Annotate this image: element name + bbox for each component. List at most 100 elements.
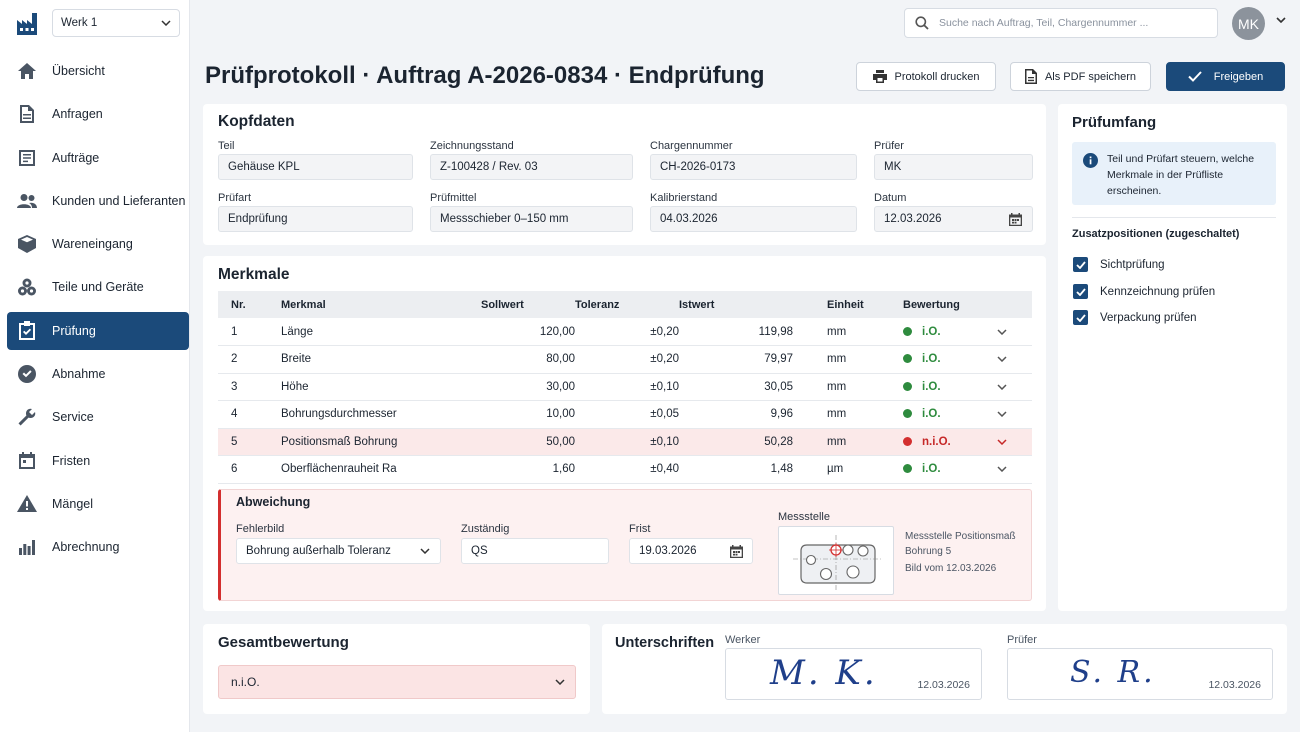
sidebar-item-abnahme[interactable]: Abnahme bbox=[7, 355, 189, 393]
warning-icon bbox=[17, 495, 37, 513]
pruefer-date: 12.03.2026 bbox=[1208, 679, 1261, 691]
cell-istwert[interactable]: 79,97 bbox=[679, 345, 793, 374]
pruefart-field[interactable]: Endprüfung bbox=[218, 206, 413, 232]
search-box[interactable] bbox=[904, 8, 1218, 38]
table-row[interactable]: 3 Höhe 30,00 ±0,10 30,05 mm i.O. bbox=[218, 373, 1032, 401]
cell-istwert[interactable]: 50,28 bbox=[679, 428, 793, 456]
cell-bewertung[interactable]: n.i.O. bbox=[869, 428, 979, 456]
fehlerbild-select[interactable]: Bohrung außerhalb Toleranz bbox=[236, 538, 441, 564]
cell-bewertung[interactable]: i.O. bbox=[869, 455, 979, 484]
table-row[interactable]: 6 Oberflächenrauheit Ra 1,60 ±0,40 1,48 µm i.O… bbox=[218, 455, 1032, 484]
sidebar-item-label: Fristen bbox=[52, 453, 91, 468]
sidebar-nav: Übersicht Anfragen Aufträge Kunden und L… bbox=[7, 52, 189, 572]
cell-istwert[interactable]: 30,05 bbox=[679, 373, 793, 401]
package-icon bbox=[18, 235, 36, 254]
pruefer-signature-field[interactable]: S. R. 12.03.2026 bbox=[1007, 648, 1273, 700]
check-verpackung[interactable]: Verpackung prüfen bbox=[1073, 310, 1197, 325]
sidebar-item-maengel[interactable]: Mängel bbox=[7, 485, 189, 523]
bewertung-value: i.O. bbox=[922, 408, 941, 421]
sidebar-item-label: Aufträge bbox=[52, 150, 100, 165]
datum-label: Datum bbox=[874, 192, 907, 204]
sidebar-item-fristen[interactable]: Fristen bbox=[7, 442, 189, 480]
col-bewertung: Bewertung bbox=[869, 291, 979, 318]
fehlerbild-value: Bohrung außerhalb Toleranz bbox=[246, 545, 391, 557]
check-sichtpruefung[interactable]: Sichtprüfung bbox=[1073, 257, 1165, 272]
pruefer-field[interactable]: MK bbox=[874, 154, 1033, 180]
sidebar-item-service[interactable]: Service bbox=[7, 398, 189, 436]
col-merkmal: Merkmal bbox=[281, 291, 481, 318]
checkbox-checked-icon bbox=[1075, 287, 1086, 296]
cell-bewertung[interactable]: i.O. bbox=[869, 373, 979, 401]
datum-field[interactable]: 12.03.2026 bbox=[874, 206, 1033, 232]
checkmark-icon bbox=[1188, 71, 1202, 82]
teil-field[interactable]: Gehäuse KPL bbox=[218, 154, 413, 180]
fehlerbild-label: Fehlerbild bbox=[236, 523, 285, 535]
sidebar-item-pruefung[interactable]: Prüfung bbox=[7, 311, 189, 350]
chevron-down-icon[interactable] bbox=[997, 466, 1007, 473]
cell-einheit: mm bbox=[793, 318, 869, 346]
werker-signature-field[interactable]: M. K. 12.03.2026 bbox=[725, 648, 982, 700]
charge-field[interactable]: CH-2026-0173 bbox=[650, 154, 857, 180]
calendar-icon[interactable] bbox=[1009, 212, 1022, 226]
zeichnung-field[interactable]: Z-100428 / Rev. 03 bbox=[430, 154, 633, 180]
sidebar-item-label: Abnahme bbox=[52, 367, 106, 382]
chevron-down-icon bbox=[161, 20, 171, 26]
pruefumfang-title: Prüfumfang bbox=[1072, 114, 1157, 131]
frist-label: Frist bbox=[629, 523, 651, 535]
messstelle-caption: Messstelle Positionsmaß Bohrung 5 Bild v… bbox=[905, 530, 1016, 577]
pruefmittel-field[interactable]: Messschieber 0–150 mm bbox=[430, 206, 633, 232]
cell-sollwert: 80,00 bbox=[481, 345, 575, 374]
gesamt-title: Gesamtbewertung bbox=[218, 634, 349, 651]
sidebar-item-auftraege[interactable]: Aufträge bbox=[7, 139, 189, 177]
werker-label: Werker bbox=[725, 634, 761, 646]
charge-label: Chargennummer bbox=[650, 140, 733, 152]
print-protocol-button[interactable]: Protokoll drucken bbox=[856, 62, 996, 91]
cell-sollwert: 1,60 bbox=[481, 455, 575, 484]
col-nr: Nr. bbox=[218, 291, 281, 318]
gesamt-select[interactable]: n.i.O. bbox=[218, 665, 576, 699]
datum-value: 12.03.2026 bbox=[884, 213, 942, 225]
chevron-down-icon[interactable] bbox=[997, 411, 1007, 418]
cell-sollwert: 50,00 bbox=[481, 428, 575, 456]
table-row[interactable]: 4 Bohrungsdurchmesser 10,00 ±0,05 9,96 mm i.O. bbox=[218, 400, 1032, 429]
cell-sollwert: 120,00 bbox=[481, 318, 575, 346]
cell-istwert[interactable]: 119,98 bbox=[679, 318, 793, 346]
cell-bewertung[interactable]: i.O. bbox=[869, 400, 979, 429]
chevron-down-icon[interactable] bbox=[1276, 17, 1286, 23]
zustaendig-field[interactable]: QS bbox=[461, 538, 609, 564]
status-dot-icon bbox=[903, 436, 912, 446]
cell-merkmal: Breite bbox=[281, 345, 481, 374]
sidebar-item-uebersicht[interactable]: Übersicht bbox=[7, 52, 189, 90]
cell-bewertung[interactable]: i.O. bbox=[869, 345, 979, 374]
table-row[interactable]: 5 Positionsmaß Bohrung 50,00 ±0,10 50,28 mm n.… bbox=[218, 428, 1032, 456]
release-button[interactable]: Freigeben bbox=[1166, 62, 1285, 91]
cell-istwert[interactable]: 9,96 bbox=[679, 400, 793, 429]
sidebar-item-teile[interactable]: Teile und Geräte bbox=[7, 268, 189, 306]
cell-nr: 2 bbox=[218, 345, 281, 374]
sidebar-item-wareneingang[interactable]: Wareneingang bbox=[7, 225, 189, 263]
search-input[interactable] bbox=[939, 17, 1199, 29]
save-pdf-button[interactable]: Als PDF speichern bbox=[1010, 62, 1151, 91]
check-kennzeichnung[interactable]: Kennzeichnung prüfen bbox=[1073, 284, 1215, 299]
avatar[interactable]: MK bbox=[1232, 7, 1265, 40]
table-row[interactable]: 2 Breite 80,00 ±0,20 79,97 mm i.O. bbox=[218, 345, 1032, 374]
chevron-down-icon[interactable] bbox=[997, 439, 1007, 445]
calendar-icon[interactable] bbox=[730, 544, 743, 558]
chevron-down-icon[interactable] bbox=[997, 328, 1007, 335]
frist-field[interactable]: 19.03.2026 bbox=[629, 538, 753, 564]
cell-bewertung[interactable]: i.O. bbox=[869, 318, 979, 346]
table-row[interactable]: 1 Länge 120,00 ±0,20 119,98 mm i.O. bbox=[218, 318, 1032, 346]
sidebar-item-label: Mängel bbox=[52, 496, 93, 511]
kalib-field[interactable]: 04.03.2026 bbox=[650, 206, 857, 232]
werk-select[interactable]: Werk 1 bbox=[52, 9, 180, 37]
chevron-down-icon[interactable] bbox=[997, 356, 1007, 363]
cell-merkmal: Positionsmaß Bohrung bbox=[281, 428, 481, 456]
sidebar-item-abrechnung[interactable]: Abrechnung bbox=[7, 528, 189, 566]
pruefer-signature: S. R. bbox=[1070, 655, 1156, 690]
messstelle-image[interactable] bbox=[778, 526, 894, 595]
chevron-down-icon[interactable] bbox=[997, 384, 1007, 390]
calendar-icon bbox=[19, 452, 35, 470]
cell-istwert[interactable]: 1,48 bbox=[679, 455, 793, 484]
sidebar-item-anfragen[interactable]: Anfragen bbox=[7, 95, 189, 133]
sidebar-item-kunden[interactable]: Kunden und Lieferanten bbox=[7, 182, 189, 220]
